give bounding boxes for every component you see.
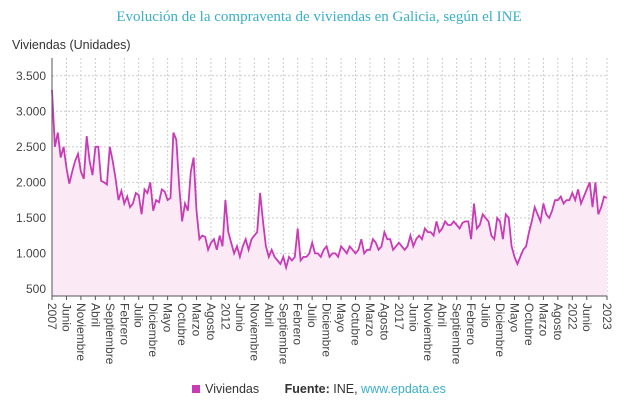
source-link[interactable]: www.epdata.es [361, 382, 446, 396]
x-tick-label: Junio [580, 303, 594, 332]
y-tick-label: 2.000 [16, 175, 46, 189]
x-tick-label: 2012 [218, 303, 232, 330]
x-tick-label: Abril [262, 303, 276, 327]
x-tick-label: Julio [132, 303, 146, 328]
y-tick-label: 1.000 [16, 246, 46, 260]
x-tick-label: Marzo [363, 303, 377, 337]
x-tick-label: Septiembre [276, 303, 290, 365]
x-tick-label: Octubre [522, 303, 536, 346]
y-tick-label: 500 [26, 282, 46, 296]
x-tick-label: Agosto [377, 303, 391, 341]
x-tick-label: Octubre [349, 303, 363, 346]
x-tick-label: Diciembre [320, 303, 334, 357]
x-tick-label: Febrero [464, 303, 478, 345]
x-tick-label: 2017 [392, 303, 406, 330]
x-tick-label: Octubre [175, 303, 189, 346]
x-tick-label: Agosto [204, 303, 218, 341]
y-tick-label: 3.000 [16, 104, 46, 118]
x-tick-label: Noviembre [421, 303, 435, 361]
x-tick-label: Diciembre [493, 303, 507, 357]
x-tick-label: Abril [435, 303, 449, 327]
x-tick-label: Noviembre [74, 303, 88, 361]
x-tick-label: Julio [479, 303, 493, 328]
y-tick-label: 2.500 [16, 140, 46, 154]
series-line [51, 89, 608, 272]
legend-swatch [192, 385, 201, 393]
y-tick-label: 3.500 [16, 69, 46, 83]
y-tick-label: 1.500 [16, 211, 46, 225]
x-tick-label: Junio [233, 303, 247, 332]
series-area [52, 90, 607, 296]
x-tick-label: Septiembre [450, 303, 464, 365]
x-tick-label: 2007 [45, 303, 59, 330]
legend-series-label[interactable]: Viviendas [205, 382, 260, 396]
source-label: Fuente: [284, 382, 330, 396]
y-axis-label: Viviendas (Unidades) [12, 38, 131, 52]
x-tick-label: Noviembre [247, 303, 261, 361]
x-tick-label: Mayo [161, 303, 175, 333]
x-tick-label: 2023 [600, 303, 614, 330]
x-tick-label: Diciembre [146, 303, 160, 357]
x-tick-label: Septiembre [103, 303, 117, 365]
x-tick-label: Agosto [551, 303, 565, 341]
x-tick-label: Mayo [508, 303, 522, 333]
x-tick-label: Junio [406, 303, 420, 332]
chart-title: Evolución de la compraventa de viviendas… [116, 9, 522, 25]
legend: Viviendas Fuente: INE, www.epdata.es [0, 382, 638, 396]
x-tick-label: Febrero [291, 303, 305, 345]
x-tick-label: Abril [88, 303, 102, 327]
x-tick-label: Marzo [536, 303, 550, 337]
source-text: INE, [333, 382, 358, 396]
x-tick-label: Junio [59, 303, 73, 332]
x-tick-label: Julio [305, 303, 319, 328]
x-tick-label: Febrero [117, 303, 131, 345]
x-tick-label: 2022 [565, 303, 579, 330]
x-tick-label: Marzo [190, 303, 204, 337]
x-tick-label: Mayo [334, 303, 348, 333]
